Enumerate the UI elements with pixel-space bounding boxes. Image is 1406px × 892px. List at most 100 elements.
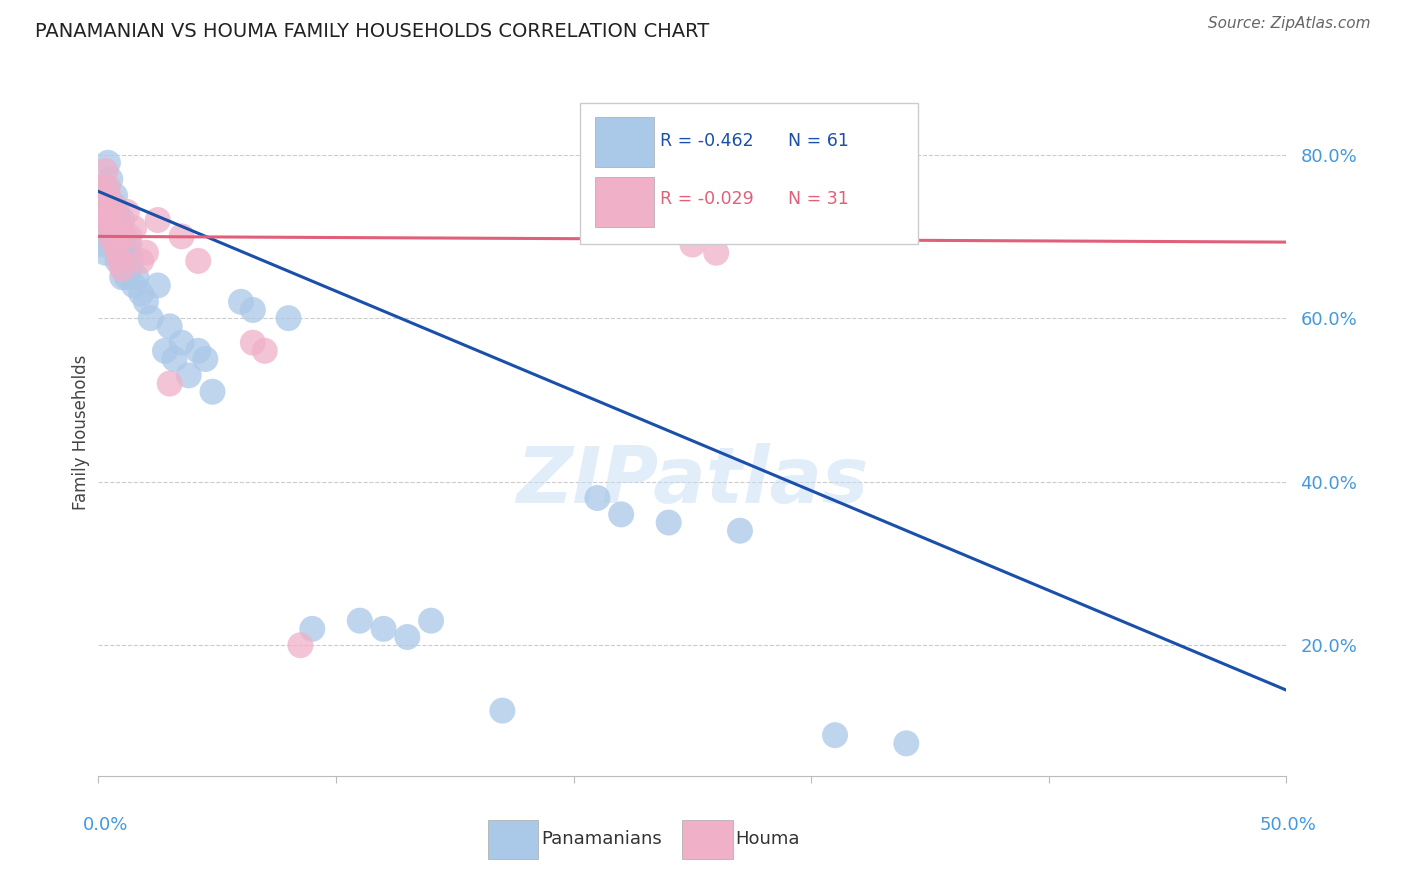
Text: R = -0.029: R = -0.029 [661,190,754,208]
Point [170,229,193,244]
Point [125,270,148,285]
Point [114,229,136,244]
Point [94,188,117,202]
Point [301,622,323,636]
Point [94,164,117,178]
Point [111,237,134,252]
Point [135,294,157,309]
Point [97,221,120,235]
Point [111,213,134,227]
Text: N = 31: N = 31 [787,190,848,208]
Point [610,508,633,522]
FancyBboxPatch shape [579,103,918,244]
Point [115,245,138,260]
Text: Source: ZipAtlas.com: Source: ZipAtlas.com [1208,16,1371,31]
Point [824,728,846,742]
Point [104,213,127,227]
Point [349,614,371,628]
Point [107,229,129,244]
Point [104,237,127,252]
Point [90,180,112,194]
Text: Houma: Houma [735,830,800,848]
Point [118,237,141,252]
Point [396,630,419,644]
Point [107,213,129,227]
Point [586,491,609,505]
Point [177,368,200,383]
Point [135,245,157,260]
Text: N = 61: N = 61 [787,132,848,150]
Text: PANAMANIAN VS HOUMA FAMILY HOUSEHOLDS CORRELATION CHART: PANAMANIAN VS HOUMA FAMILY HOUSEHOLDS CO… [35,22,710,41]
Point [373,622,395,636]
Point [108,245,131,260]
Point [420,614,443,628]
Point [114,253,136,268]
Point [139,311,162,326]
Point [163,351,186,366]
Y-axis label: Family Households: Family Households [72,355,90,510]
Point [146,278,169,293]
Point [896,736,918,750]
Point [146,213,169,227]
Point [491,704,513,718]
Point [101,221,124,235]
Point [187,343,209,358]
Point [101,196,124,211]
Point [681,237,703,252]
Point [728,524,751,538]
Point [159,376,181,391]
Point [111,262,134,277]
Point [159,319,181,334]
Point [115,204,138,219]
Point [658,516,681,530]
FancyBboxPatch shape [595,118,654,167]
Point [91,213,114,227]
Text: R = -0.462: R = -0.462 [661,132,754,150]
Point [129,253,152,268]
Point [118,229,141,244]
Text: 0.0%: 0.0% [83,816,128,834]
Point [98,229,121,244]
Point [91,237,114,252]
Point [118,262,141,277]
Point [201,384,224,399]
Point [101,196,124,211]
Point [122,278,145,293]
Point [94,204,117,219]
Point [97,180,120,194]
Point [153,343,176,358]
Point [229,294,252,309]
Point [111,270,134,285]
Point [104,237,127,252]
Point [242,335,264,350]
Point [108,253,131,268]
Point [98,204,121,219]
Point [104,188,127,202]
Point [101,221,124,235]
Text: 50.0%: 50.0% [1260,816,1316,834]
Point [121,253,143,268]
Point [122,221,145,235]
Point [115,270,138,285]
Text: ZIPatlas: ZIPatlas [516,442,869,519]
Point [98,172,121,186]
Point [91,196,114,211]
Point [98,204,121,219]
Point [107,245,129,260]
Point [704,245,727,260]
Point [97,188,120,202]
Point [290,638,312,652]
Text: Panamanians: Panamanians [541,830,662,848]
Point [253,343,276,358]
Point [107,253,129,268]
Point [277,311,299,326]
Point [91,213,114,227]
Point [97,213,120,227]
Point [94,245,117,260]
Point [187,253,209,268]
Point [108,221,131,235]
Point [170,335,193,350]
Point [242,302,264,317]
Point [129,286,152,301]
Point [107,204,129,219]
